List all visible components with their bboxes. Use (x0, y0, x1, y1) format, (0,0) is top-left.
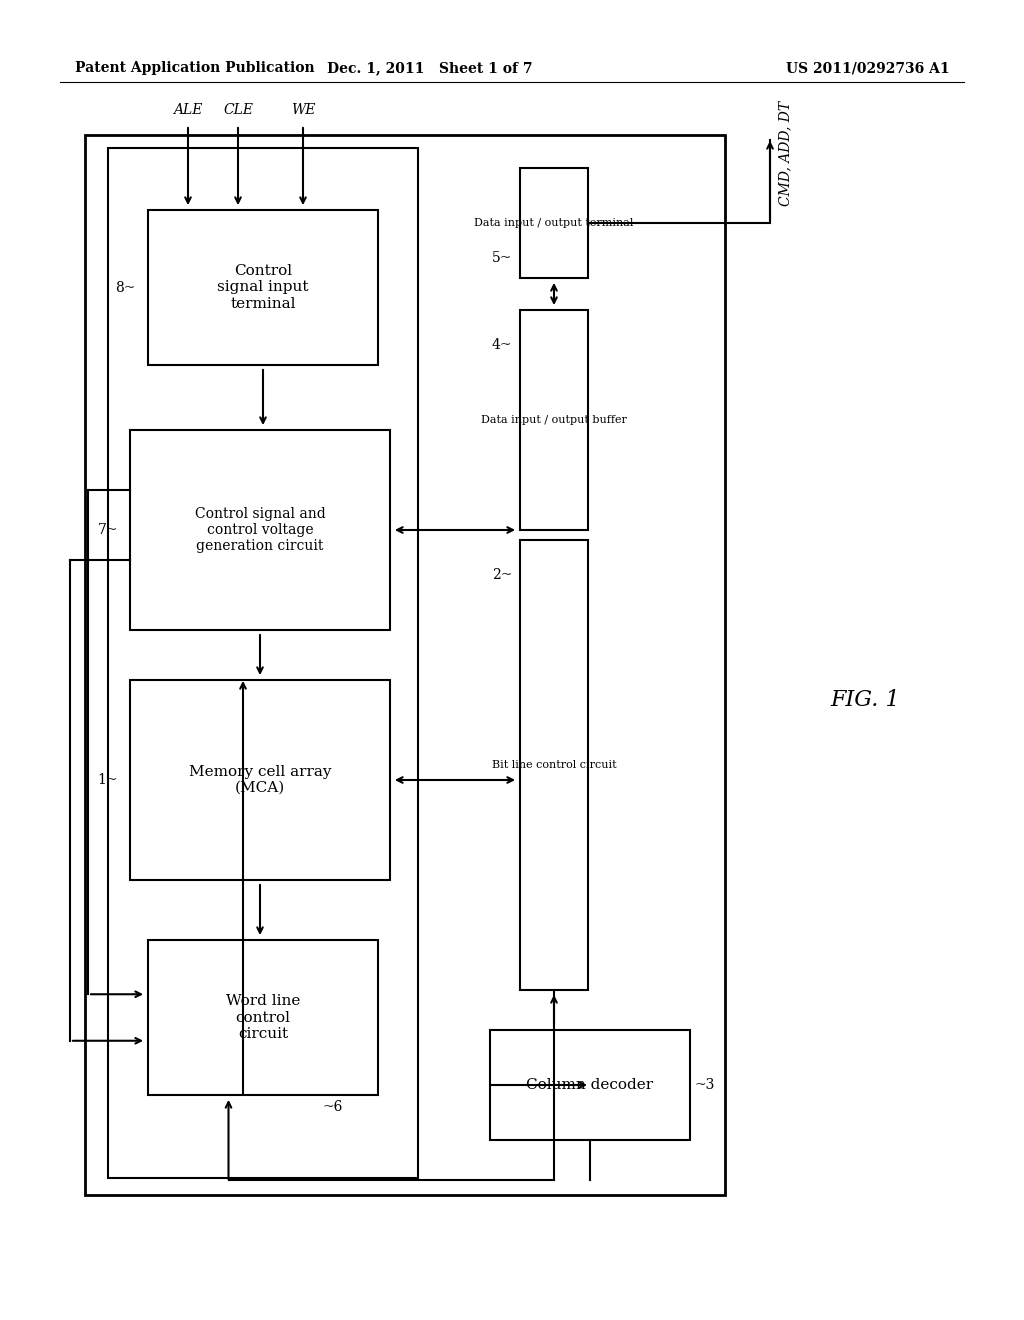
Text: CMD, ADD, DT: CMD, ADD, DT (778, 100, 792, 206)
Text: 7~: 7~ (97, 523, 118, 537)
Text: Column decoder: Column decoder (526, 1078, 653, 1092)
Text: Control
signal input
terminal: Control signal input terminal (217, 264, 309, 310)
Text: 1~: 1~ (97, 774, 118, 787)
Text: ~3: ~3 (695, 1078, 716, 1092)
Text: US 2011/0292736 A1: US 2011/0292736 A1 (786, 61, 950, 75)
Text: Data input / output terminal: Data input / output terminal (474, 218, 634, 228)
Text: Control signal and
control voltage
generation circuit: Control signal and control voltage gener… (195, 507, 326, 553)
Bar (130, 680, 390, 880)
Bar (108, 148, 418, 1177)
Text: 5~: 5~ (492, 251, 512, 265)
Bar (85, 135, 725, 1195)
Text: CLE: CLE (223, 103, 253, 117)
Text: 8~: 8~ (116, 281, 136, 294)
Text: Memory cell array
(MCA): Memory cell array (MCA) (188, 764, 331, 795)
Bar (490, 1030, 690, 1140)
Bar (148, 940, 378, 1096)
Text: FIG. 1: FIG. 1 (830, 689, 900, 711)
Text: ALE: ALE (173, 103, 203, 117)
Text: Word line
control
circuit: Word line control circuit (226, 994, 300, 1040)
Text: ~6: ~6 (323, 1100, 343, 1114)
Text: Dec. 1, 2011   Sheet 1 of 7: Dec. 1, 2011 Sheet 1 of 7 (328, 61, 532, 75)
Bar (520, 540, 588, 990)
Text: Bit line control circuit: Bit line control circuit (492, 760, 616, 770)
Text: 2~: 2~ (492, 568, 512, 582)
Bar (148, 210, 378, 366)
Text: 4~: 4~ (492, 338, 512, 352)
Bar (520, 310, 588, 531)
Bar (520, 168, 588, 279)
Bar (130, 430, 390, 630)
Text: WE: WE (291, 103, 315, 117)
Text: Patent Application Publication: Patent Application Publication (75, 61, 314, 75)
Text: Data input / output buffer: Data input / output buffer (481, 414, 627, 425)
